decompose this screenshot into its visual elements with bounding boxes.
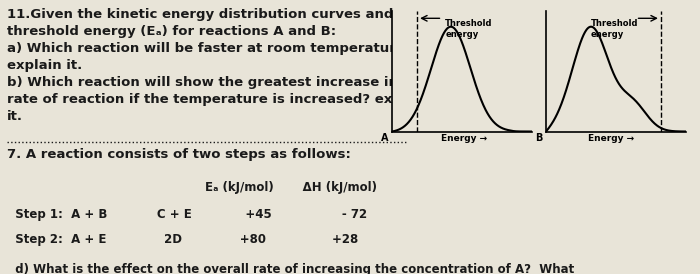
Text: B: B bbox=[535, 133, 542, 143]
Text: d) What is the effect on the overall rate of increasing the concentration of A? : d) What is the effect on the overall rat… bbox=[7, 263, 574, 274]
Text: Energy →: Energy → bbox=[441, 134, 487, 143]
Text: Threshold
energy: Threshold energy bbox=[445, 19, 493, 39]
Text: 11.Given the kinetic energy distribution curves and
threshold energy (Eₐ) for re: 11.Given the kinetic energy distribution… bbox=[7, 8, 429, 123]
Text: Step 1:  A + B            C + E             +45                 - 72: Step 1: A + B C + E +45 - 72 bbox=[7, 208, 367, 221]
Text: A: A bbox=[381, 133, 388, 143]
Text: Energy →: Energy → bbox=[588, 134, 634, 143]
Text: 7. A reaction consists of two steps as follows:: 7. A reaction consists of two steps as f… bbox=[7, 148, 351, 161]
Text: Eₐ (kJ/mol)       ΔH (kJ/mol): Eₐ (kJ/mol) ΔH (kJ/mol) bbox=[7, 181, 377, 194]
Text: Threshold
energy: Threshold energy bbox=[591, 19, 638, 39]
Text: Step 2:  A + E              2D              +80                +28: Step 2: A + E 2D +80 +28 bbox=[7, 233, 358, 246]
